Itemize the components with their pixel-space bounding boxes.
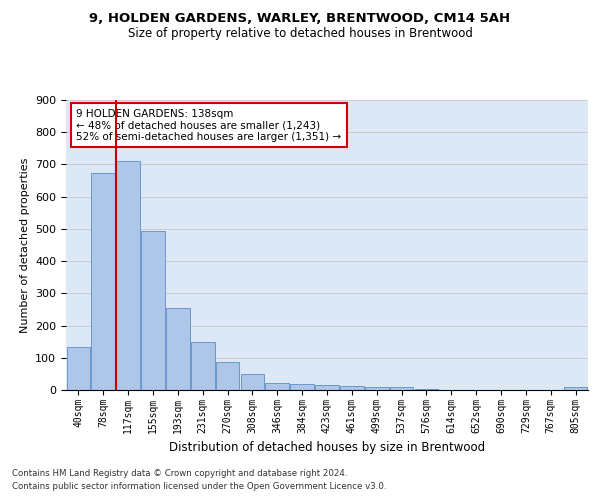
Bar xyxy=(116,161,140,390)
Bar xyxy=(191,342,215,390)
Text: 9, HOLDEN GARDENS, WARLEY, BRENTWOOD, CM14 5AH: 9, HOLDEN GARDENS, WARLEY, BRENTWOOD, CM… xyxy=(89,12,511,26)
Bar xyxy=(67,346,90,390)
Bar xyxy=(91,172,115,390)
Bar xyxy=(340,386,364,390)
Text: Contains HM Land Registry data © Crown copyright and database right 2024.: Contains HM Land Registry data © Crown c… xyxy=(12,468,347,477)
Y-axis label: Number of detached properties: Number of detached properties xyxy=(20,158,29,332)
Bar xyxy=(315,384,339,390)
Bar xyxy=(265,383,289,390)
Bar xyxy=(216,362,239,390)
Bar xyxy=(241,374,264,390)
Text: Size of property relative to detached houses in Brentwood: Size of property relative to detached ho… xyxy=(128,28,472,40)
Bar xyxy=(141,231,165,390)
X-axis label: Distribution of detached houses by size in Brentwood: Distribution of detached houses by size … xyxy=(169,441,485,454)
Bar xyxy=(564,387,587,390)
Bar xyxy=(166,308,190,390)
Text: 9 HOLDEN GARDENS: 138sqm
← 48% of detached houses are smaller (1,243)
52% of sem: 9 HOLDEN GARDENS: 138sqm ← 48% of detach… xyxy=(76,108,341,142)
Bar xyxy=(365,387,389,390)
Bar xyxy=(390,388,413,390)
Text: Contains public sector information licensed under the Open Government Licence v3: Contains public sector information licen… xyxy=(12,482,386,491)
Bar xyxy=(290,384,314,390)
